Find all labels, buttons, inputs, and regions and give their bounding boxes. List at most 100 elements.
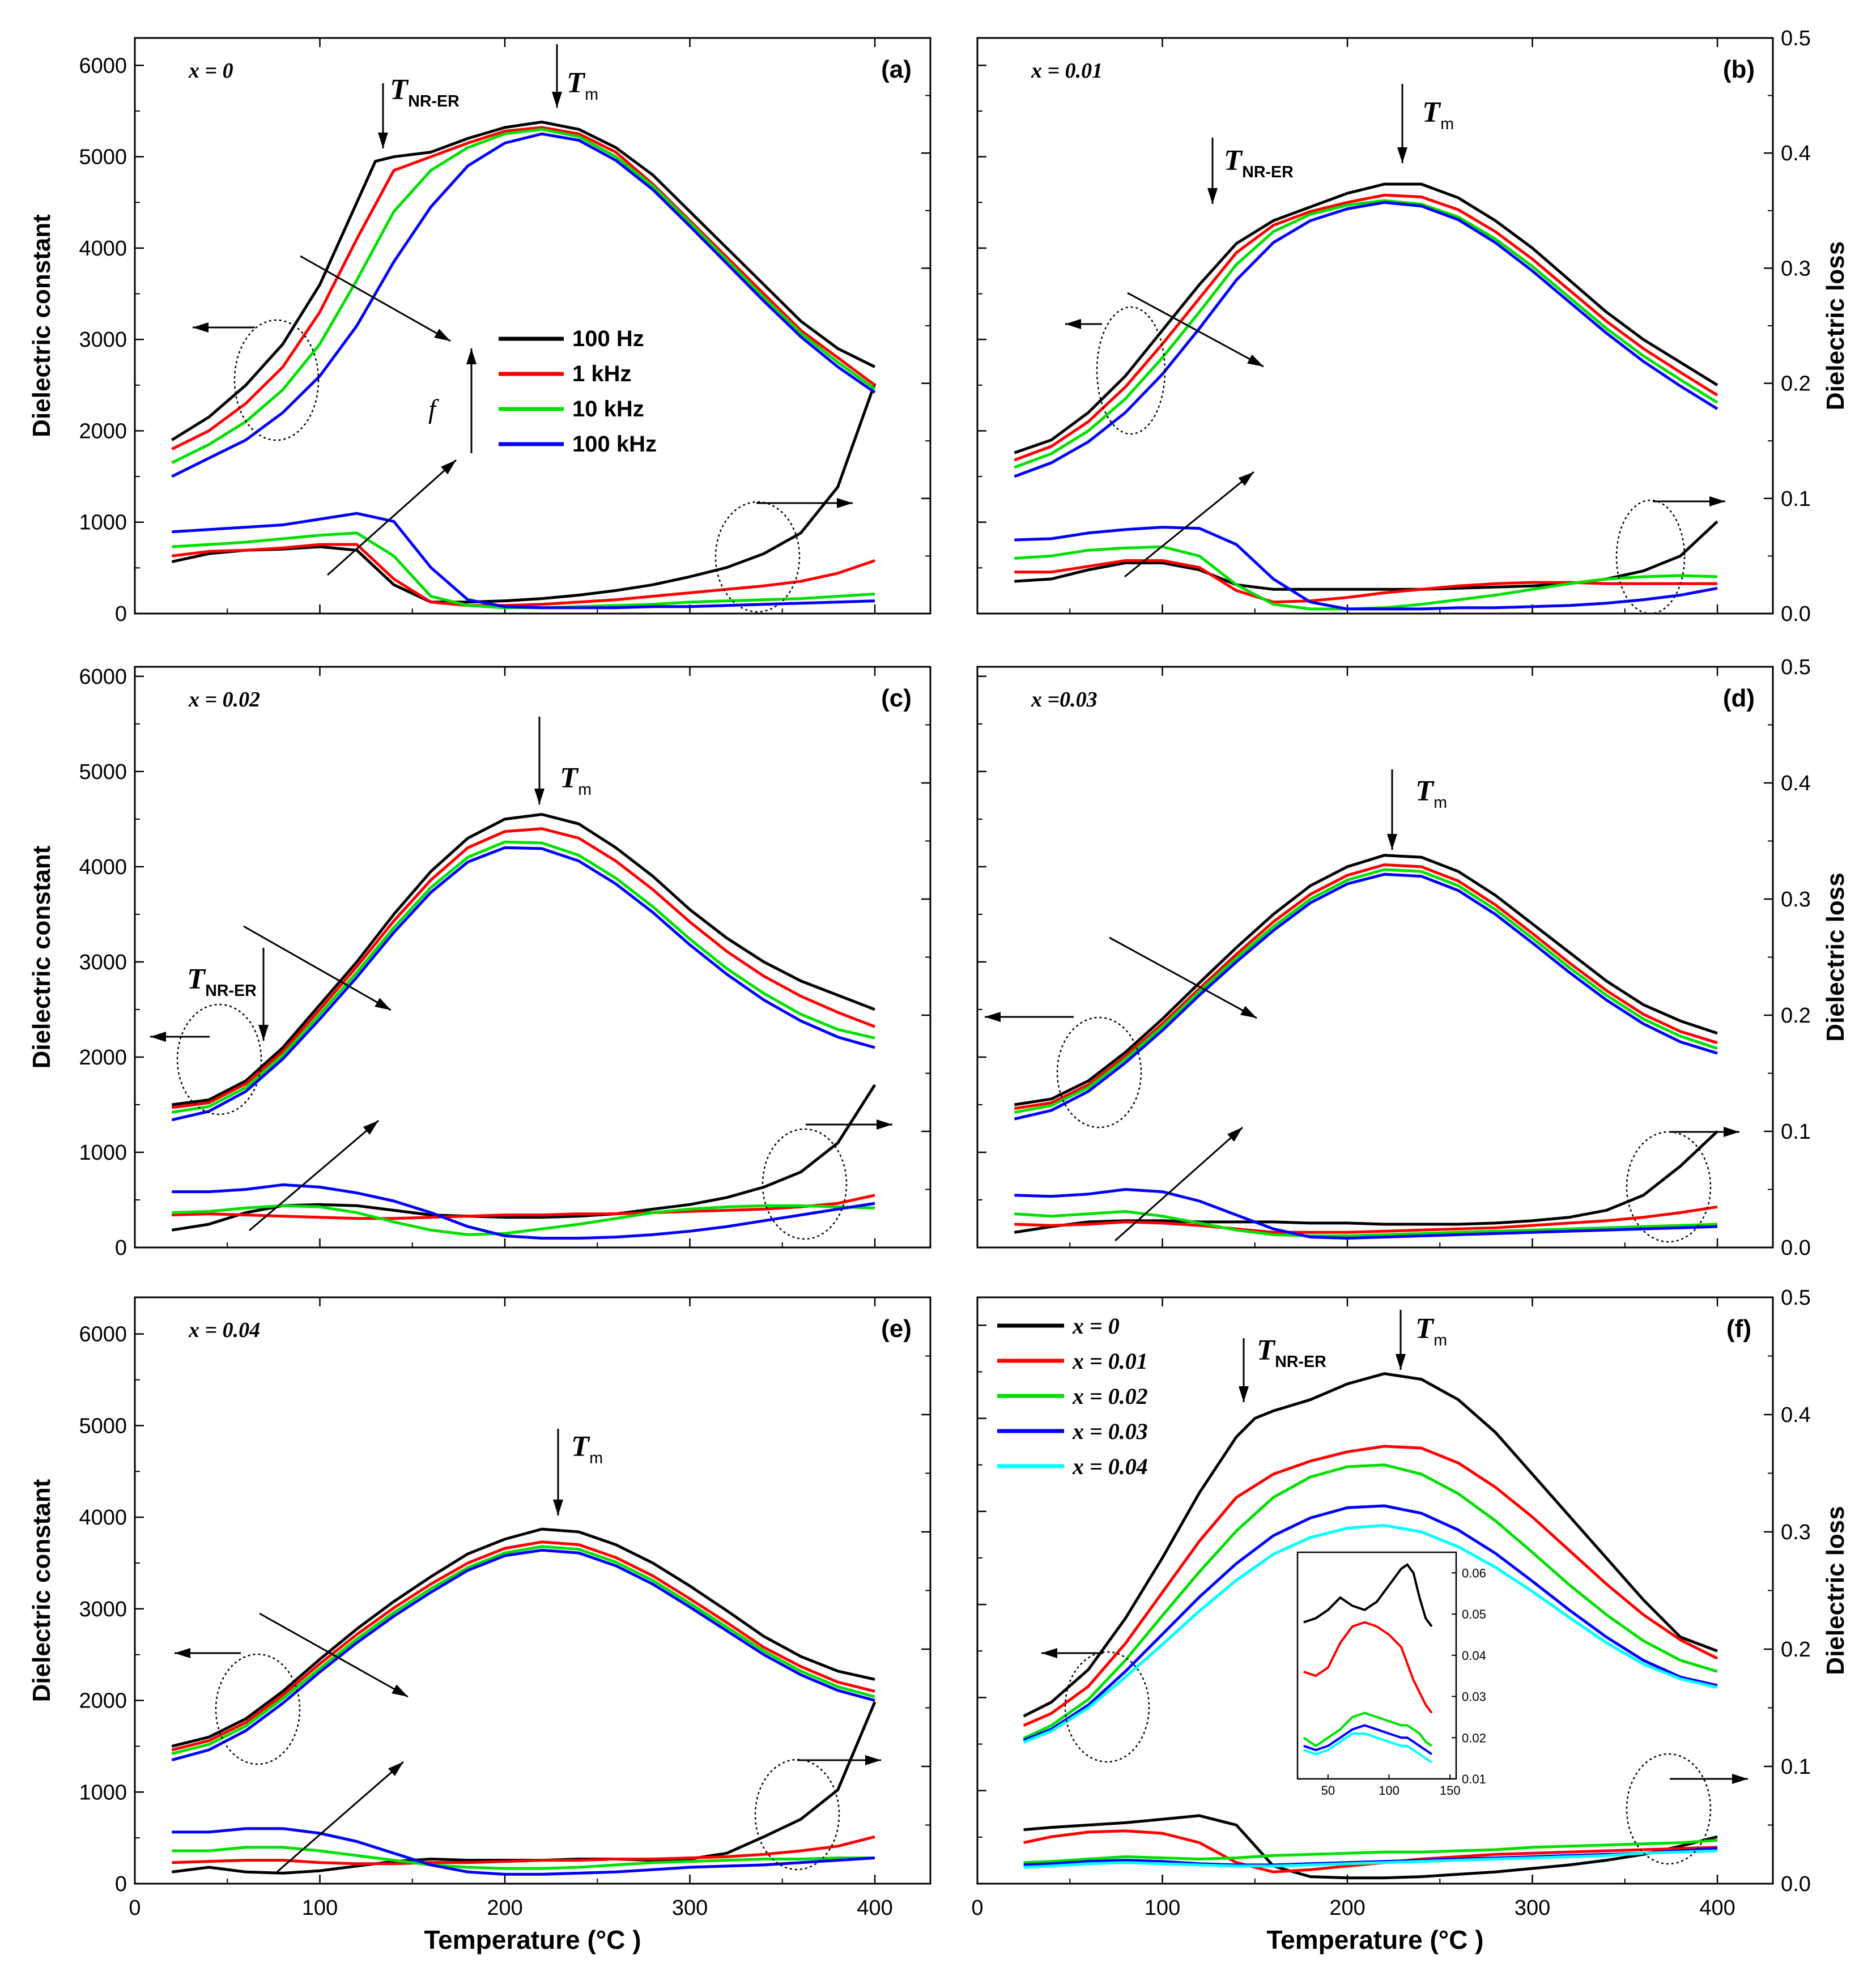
x-tick-label: 0 [129, 1896, 141, 1920]
panel-a: 0 1000 2000 3000 4000 5000 6000 Dielectric cons… [28, 37, 931, 626]
guide-ellipse [1626, 1753, 1712, 1865]
legend-label: x = 0.03 [1072, 1419, 1148, 1444]
left-axis-arrow [150, 1032, 210, 1042]
loss-curve-100-kHz [172, 1827, 875, 1876]
constant-curve-100-kHz [171, 132, 876, 478]
constant-curve-10-kHz [1014, 199, 1718, 469]
label-main: T [571, 1430, 590, 1463]
plot-frame [134, 1296, 931, 1885]
y2-axis-title: Dielectric loss [1822, 872, 1849, 1041]
label-main: T [390, 74, 409, 106]
label-main: T [1415, 775, 1435, 807]
guide-ellipse [754, 1758, 840, 1871]
panel-letter: (d) [1723, 684, 1755, 712]
constant-curve-100-Hz [171, 120, 876, 441]
label-main: T [560, 762, 579, 794]
loss-curve-100-kHz [1014, 1188, 1718, 1240]
constant-curve-100-Hz [1014, 182, 1718, 454]
constant-curve-10-kHz [1014, 868, 1718, 1114]
left-axis-arrow [985, 1012, 1074, 1022]
panel-letter: (e) [881, 1315, 912, 1343]
loss-curve-x-0.02 [1023, 1838, 1718, 1864]
y2-tick-label: 0.1 [1781, 1755, 1811, 1779]
label-main: T [567, 67, 586, 99]
y-tick-label: 6000 [79, 54, 127, 78]
y2-tick-label: 0.4 [1781, 1403, 1811, 1427]
y2-tick-label: 0.0 [1781, 1872, 1811, 1896]
composition-label: x =0.03 [1031, 688, 1097, 712]
right-axis-arrow [806, 1119, 892, 1130]
y-tick-label: 5000 [79, 146, 127, 169]
freq-arrow-up [249, 1119, 379, 1232]
y2-tick-label: 0.3 [1781, 1521, 1811, 1544]
inset-x-tick-label: 150 [1440, 1783, 1461, 1798]
temperature-label: T NR-ER [390, 74, 460, 110]
x-tick-label: 400 [1699, 1896, 1735, 1920]
loss-curve-100-kHz [172, 512, 875, 610]
constant-curve-1-kHz [1014, 863, 1718, 1110]
tnr-arrow [378, 83, 388, 148]
guide-ellipse [1056, 1016, 1142, 1129]
legend-label: x = 0.04 [1072, 1454, 1148, 1479]
y2-axis-title: Dielectric loss [1822, 241, 1849, 410]
composition-label: x = 0.04 [188, 1318, 260, 1342]
constant-curve-100-Hz [171, 1527, 875, 1748]
y-tick-label: 3000 [79, 1598, 127, 1621]
constant-curve-x-0.03 [1023, 1504, 1718, 1742]
y-tick-label: 3000 [79, 951, 127, 974]
temperature-label: T NR-ER [1224, 144, 1294, 181]
label-subscript: NR-ER [408, 92, 460, 110]
plot-frame [976, 37, 1774, 615]
inset-y-tick-label: 0.05 [1462, 1607, 1486, 1621]
inset-curve-x-0.03 [1303, 1724, 1433, 1756]
panel-letter: (a) [881, 56, 912, 83]
plot-frame [976, 666, 1774, 1249]
panel-c: 0 1000 2000 3000 4000 5000 6000 Dielectric cons… [28, 665, 931, 1260]
y2-tick-label: 0.2 [1781, 1638, 1811, 1662]
guide-ellipse [1096, 306, 1166, 435]
freq-arrow-down [259, 1612, 409, 1698]
constant-curve-100-kHz [1014, 872, 1718, 1121]
tm-arrow [1387, 769, 1397, 850]
y2-tick-label: 0.3 [1781, 888, 1811, 912]
guide-ellipse [1064, 1651, 1150, 1763]
label-subscript: m [1433, 1331, 1447, 1349]
constant-curve-100-kHz [1014, 201, 1718, 478]
loss-curve-10-kHz [1014, 1210, 1718, 1237]
y-tick-label: 5000 [79, 760, 127, 784]
guide-ellipse [762, 1128, 848, 1240]
x-tick-label: 100 [1145, 1896, 1180, 1920]
x-tick-label: 100 [302, 1896, 338, 1920]
y2-tick-label: 0.0 [1781, 602, 1811, 626]
constant-curve-100-kHz [171, 846, 875, 1122]
inset-y-tick-label: 0.04 [1462, 1649, 1486, 1663]
composition-legend: x = 0 x = 0.01 x = 0.02 x = 0.03 x = 0.04 [997, 1313, 1148, 1479]
y-tick-label: 0 [115, 602, 127, 626]
freq-arrow-up [327, 459, 457, 576]
label-subscript: m [585, 86, 598, 104]
tm-arrow [1396, 1310, 1406, 1370]
guide-ellipse [1615, 499, 1686, 615]
label-subscript: NR-ER [1275, 1353, 1326, 1371]
panel-d: 0.0 0.1 0.2 0.3 0.4 0.5 Dielectric loss (d) x =0… [976, 655, 1849, 1260]
y-axis-title: Dielectric constant [28, 1479, 56, 1702]
loss-curve-100-kHz [1014, 526, 1718, 611]
constant-curve-1-kHz [171, 827, 875, 1109]
loss-curve-x-0.04 [1023, 1849, 1718, 1869]
loss-curve-10-kHz [1014, 545, 1718, 611]
panel-letter: (f) [1726, 1315, 1751, 1343]
inset-y-tick-label: 0.03 [1462, 1690, 1486, 1704]
inset-x-tick-label: 100 [1379, 1783, 1399, 1798]
panel-e: 0 100 200 300 4000100020003000400050006000Di… [28, 1296, 931, 1955]
y2-tick-label: 0.4 [1781, 772, 1811, 795]
y2-tick-label: 0.2 [1781, 372, 1811, 396]
legend-label: x = 0.01 [1072, 1348, 1148, 1374]
y2-tick-label: 0.0 [1781, 1236, 1811, 1260]
constant-curve-10-kHz [171, 840, 875, 1114]
panel-f: 0 100 200 300 400 0.0 0.1 0.2 0.3 0.4 0.5 Dielectri… [971, 1286, 1849, 1955]
y-tick-label: 4000 [79, 1506, 127, 1530]
inset-curve-x-0.04 [1303, 1732, 1433, 1764]
x-tick-label: 0 [971, 1896, 983, 1920]
